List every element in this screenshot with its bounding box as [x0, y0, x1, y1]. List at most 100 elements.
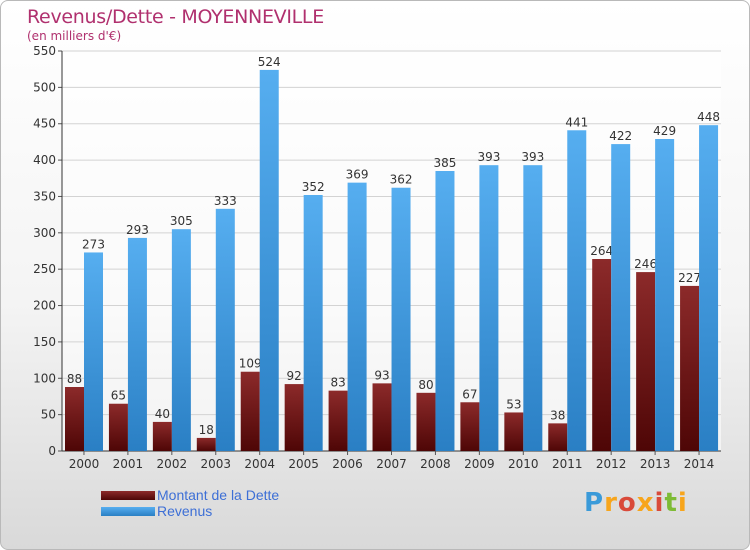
data-label-debt: 38 [550, 408, 565, 422]
bar-revenue [611, 144, 631, 451]
legend-label-debt: Montant de la Dette [157, 487, 280, 503]
data-label-debt: 88 [67, 372, 82, 386]
bar-debt [636, 272, 656, 451]
data-label-debt: 246 [634, 257, 657, 271]
y-tick-label: 400 [33, 153, 56, 167]
bar-debt [504, 412, 524, 451]
y-tick-label: 0 [48, 444, 56, 458]
bar-debt [108, 403, 128, 451]
bar-revenue [655, 139, 675, 451]
logo-letter: o [617, 488, 637, 518]
x-tick-label: 2013 [640, 457, 671, 471]
y-tick-label: 450 [33, 117, 56, 131]
data-label-debt: 67 [462, 387, 477, 401]
bar-revenue [215, 208, 235, 451]
x-tick-label: 2011 [552, 457, 583, 471]
x-tick-label: 2014 [684, 457, 715, 471]
x-tick-label: 2003 [200, 457, 231, 471]
legend: Montant de la Dette Revenus [101, 487, 279, 519]
data-label-revenue: 393 [477, 150, 500, 164]
bar-debt [460, 402, 480, 451]
bar-revenue [391, 187, 411, 451]
data-label-revenue: 369 [346, 168, 369, 182]
bar-revenue [567, 130, 587, 452]
bar-debt [416, 392, 436, 451]
chart-title: Revenus/Dette - MOYENNEVILLE [27, 6, 324, 28]
x-tick-label: 2010 [508, 457, 539, 471]
bar-debt [196, 437, 216, 451]
data-label-debt: 53 [506, 397, 521, 411]
data-label-debt: 92 [287, 369, 302, 383]
data-label-debt: 264 [590, 244, 613, 258]
x-tick-label: 2012 [596, 457, 627, 471]
data-label-debt: 40 [155, 407, 170, 421]
bar-debt [65, 387, 84, 451]
y-tick-label: 50 [41, 408, 56, 422]
data-label-revenue: 352 [302, 180, 325, 194]
bar-debt [240, 371, 260, 451]
data-label-debt: 93 [374, 368, 389, 382]
y-tick-label: 200 [33, 299, 56, 313]
data-label-revenue: 524 [258, 55, 281, 69]
data-label-revenue: 429 [653, 124, 676, 138]
x-tick-label: 2005 [288, 457, 319, 471]
y-tick-label: 500 [33, 80, 56, 94]
y-tick-label: 100 [33, 371, 56, 385]
bar-revenue [259, 69, 279, 451]
bar-revenue [523, 165, 543, 451]
data-label-debt: 65 [111, 389, 126, 403]
legend-label-revenue: Revenus [157, 503, 213, 519]
legend-item-debt: Montant de la Dette [101, 487, 279, 503]
bar-debt [328, 390, 348, 451]
y-tick-label: 350 [33, 189, 56, 203]
y-tick-label: 150 [33, 335, 56, 349]
x-tick-label: 2000 [69, 457, 100, 471]
legend-swatch-revenue [101, 506, 155, 516]
bar-debt [680, 285, 700, 451]
data-label-revenue: 393 [521, 150, 544, 164]
logo-letter: i [654, 488, 665, 518]
bar-debt [284, 384, 304, 451]
data-label-revenue: 333 [214, 194, 237, 208]
data-label-debt: 109 [239, 357, 262, 371]
logo-letter: i [677, 488, 688, 518]
bar-debt [592, 259, 612, 451]
x-tick-label: 2007 [376, 457, 407, 471]
data-label-debt: 80 [418, 378, 433, 392]
data-label-revenue: 385 [434, 156, 457, 170]
logo-letter: x [636, 488, 655, 518]
data-label-debt: 227 [678, 271, 701, 285]
x-tick-label: 2008 [420, 457, 451, 471]
bar-revenue [435, 171, 455, 451]
data-label-revenue: 273 [82, 237, 105, 251]
bar-revenue [347, 182, 367, 452]
bar-debt [548, 423, 568, 451]
y-tick-label: 250 [33, 262, 56, 276]
y-tick-label: 300 [33, 226, 56, 240]
data-label-debt: 18 [199, 423, 214, 437]
legend-item-revenue: Revenus [101, 503, 279, 519]
bar-revenue [479, 165, 499, 451]
bar-revenue [303, 195, 323, 451]
legend-swatch-debt [101, 490, 155, 500]
data-label-revenue: 293 [126, 223, 149, 237]
x-tick-label: 2001 [113, 457, 144, 471]
x-tick-label: 2009 [464, 457, 495, 471]
bar-debt [152, 421, 172, 451]
logo-letter: P [584, 488, 605, 518]
logo-letter: r [604, 488, 618, 518]
data-label-revenue: 441 [565, 115, 588, 129]
logo-letter: t [664, 488, 678, 518]
proxiti-logo: Proxiti [584, 488, 688, 518]
data-label-revenue: 305 [170, 214, 193, 228]
chart-subtitle: (en milliers d'€) [27, 29, 122, 43]
y-tick-label: 550 [33, 44, 56, 58]
bar-debt [372, 383, 392, 451]
bar-revenue [699, 125, 719, 451]
bar-revenue [84, 252, 103, 451]
x-tick-label: 2006 [332, 457, 363, 471]
x-tick-label: 2002 [157, 457, 188, 471]
data-label-revenue: 422 [609, 129, 632, 143]
